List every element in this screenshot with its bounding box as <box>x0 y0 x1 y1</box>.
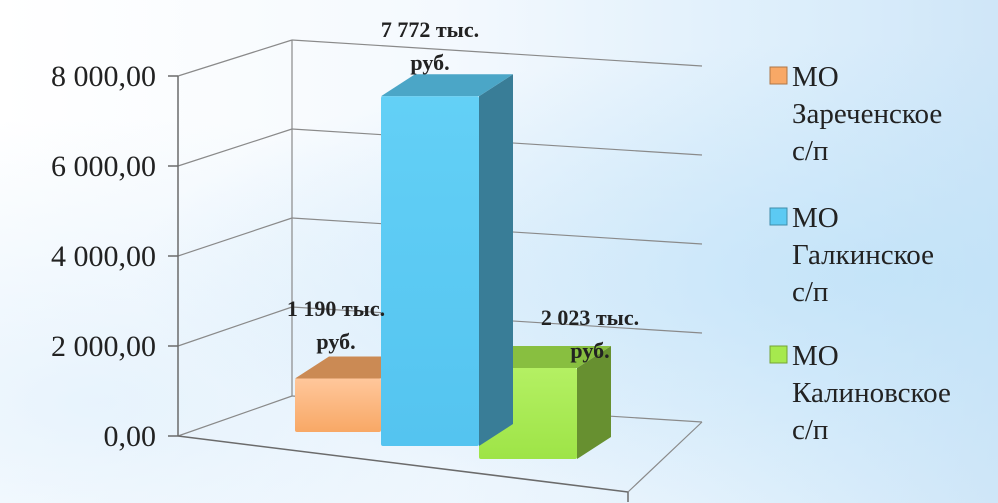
gridline-side <box>177 128 293 167</box>
bars <box>295 74 611 459</box>
y-tick-label: 6 000,00 <box>51 150 156 183</box>
legend-label-line: МО <box>792 202 839 234</box>
y-tick-label: 2 000,00 <box>51 330 156 363</box>
bar-side-face <box>479 74 513 446</box>
y-tick-labels: 0,00 2 000,00 4 000,00 6 000,00 8 000,00 <box>51 60 156 453</box>
bar-front-face <box>295 378 381 432</box>
legend-label-line: МО <box>792 340 839 372</box>
data-label-line: руб. <box>316 329 355 354</box>
legend-label-line: МО <box>792 61 839 93</box>
y-tick-label: 4 000,00 <box>51 240 156 273</box>
data-label-line: 1 190 тыс. <box>287 296 385 321</box>
legend-item-3: МО Калиновское с/п <box>769 340 951 446</box>
legend-label-line: с/п <box>792 135 828 167</box>
axes <box>168 40 703 502</box>
bar-top-face <box>381 74 513 97</box>
data-label-line: руб. <box>410 50 449 75</box>
floor-front-edge <box>177 435 629 493</box>
legend-item-2: МО Галкинское с/п <box>769 202 934 308</box>
legend-swatch <box>769 345 788 364</box>
data-labels: 1 190 тыс. руб. 7 772 тыс. руб. 2 023 тыс. ру… <box>287 17 639 363</box>
data-label-2: 7 772 тыс. руб. <box>381 17 479 75</box>
floor-right-edge <box>627 421 703 493</box>
bar-front-face <box>381 96 479 446</box>
legend: МО Зареченское с/п МО Галкинское с/п МО Калинов… <box>769 61 951 446</box>
legend-label-line: с/п <box>792 414 828 446</box>
legend-swatch <box>769 66 788 85</box>
gridline-back <box>291 39 703 67</box>
data-label-line: 7 772 тыс. <box>381 17 479 42</box>
y-tick-label: 8 000,00 <box>51 60 156 93</box>
legend-label-line: Зареченское <box>792 98 942 130</box>
data-label-line: 2 023 тыс. <box>541 305 639 330</box>
data-label-1: 1 190 тыс. руб. <box>287 296 385 354</box>
legend-label: МО Зареченское с/п <box>792 61 942 167</box>
y-tick-label: 0,00 <box>104 420 157 453</box>
legend-label-line: с/п <box>792 276 828 308</box>
legend-label-line: Калиновское <box>792 377 951 409</box>
legend-label: МО Калиновское с/п <box>792 340 951 446</box>
gridline-side <box>177 306 293 347</box>
bar-side-face <box>577 345 611 459</box>
legend-label: МО Галкинское с/п <box>792 202 934 308</box>
gridline-side <box>177 395 293 437</box>
legend-label-line: Галкинское <box>792 239 934 271</box>
data-label-line: руб. <box>570 338 609 363</box>
bar-2 <box>381 74 513 446</box>
gridline-side <box>177 39 293 77</box>
legend-item-1: МО Зареченское с/п <box>769 61 942 167</box>
legend-swatch <box>769 207 788 226</box>
gridline-side <box>177 217 293 257</box>
data-label-3: 2 023 тыс. руб. <box>541 305 639 363</box>
